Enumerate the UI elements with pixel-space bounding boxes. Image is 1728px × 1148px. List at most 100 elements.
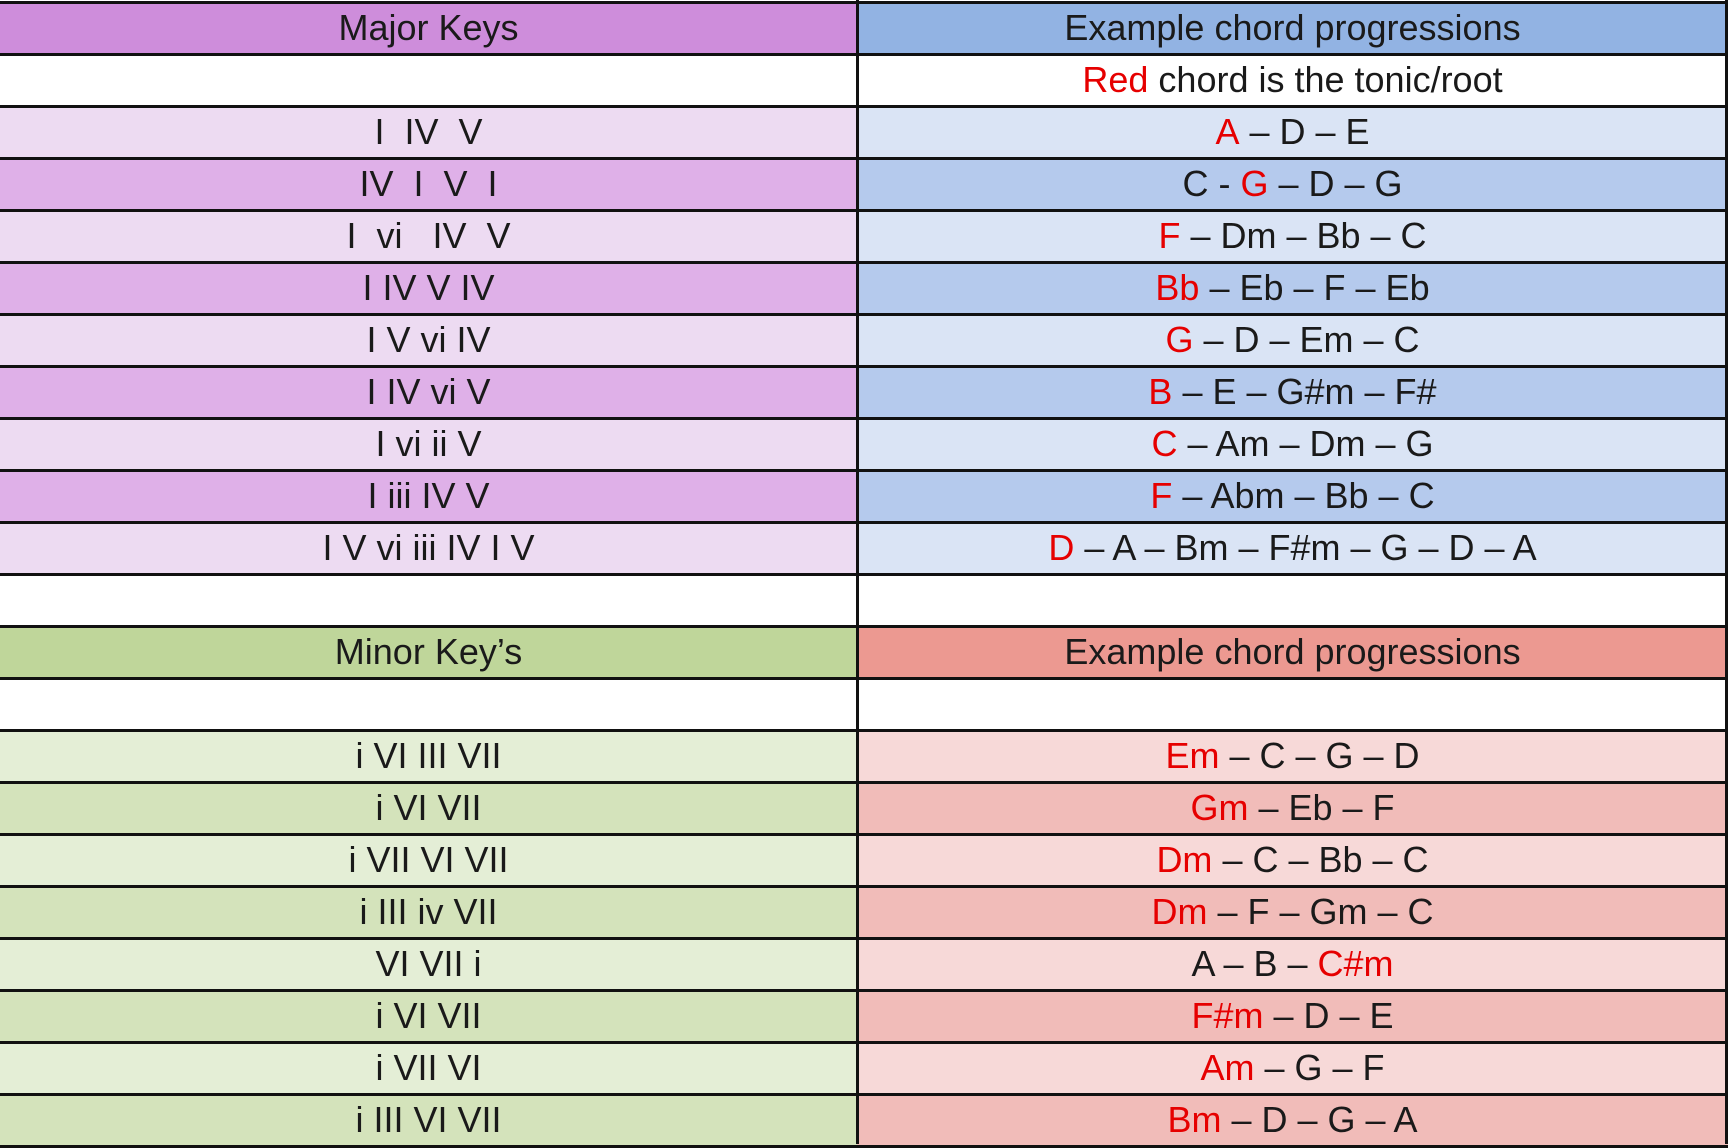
chord-text: – C – Bb – C (1212, 839, 1429, 880)
progression-cell: Gm – Eb – F (857, 782, 1728, 834)
tonic-chord: Em (1165, 735, 1220, 776)
chord-text: – A – Bm – F#m – G – D – A (1074, 527, 1537, 568)
tonic-chord: B (1148, 371, 1173, 412)
chord-text: Example chord progressions (1064, 7, 1521, 48)
numeral-cell: i III iv VII (0, 886, 857, 938)
progression-cell: Em – C – G – D (857, 730, 1728, 782)
progression-cell: F#m – D – E (857, 990, 1728, 1042)
grid-line-horizontal (0, 468, 1728, 472)
blank-row: Red chord is the tonic/root (0, 54, 1728, 106)
header-row: Major Keys Example chord progressions (0, 2, 1728, 54)
grid-line-horizontal (0, 1144, 1728, 1148)
table-row: i III iv VII Dm – F – Gm – C (0, 886, 1728, 938)
tonic-chord: Dm (1151, 891, 1208, 932)
chord-text: Example chord progressions (1064, 631, 1521, 672)
numeral-cell: I vi IV V (0, 210, 857, 262)
numeral-cell (0, 678, 857, 730)
blank-row (0, 574, 1728, 626)
table-row: i VII VI Am – G – F (0, 1042, 1728, 1094)
numeral-cell (0, 574, 857, 626)
numeral-cell (0, 54, 857, 106)
progression-cell: A – B – C#m (857, 938, 1728, 990)
grid-line-horizontal (0, 988, 1728, 992)
tonic-chord: C#m (1317, 943, 1394, 984)
table-row: i VII VI VII Dm – C – Bb – C (0, 834, 1728, 886)
grid-line-horizontal (0, 364, 1728, 368)
tonic-chord: Dm (1156, 839, 1213, 880)
numeral-cell: i VI VII (0, 990, 857, 1042)
tonic-chord: Red (1082, 59, 1149, 100)
progression-cell: Dm – C – Bb – C (857, 834, 1728, 886)
chord-text: – G – F (1254, 1047, 1385, 1088)
tonic-chord: F#m (1191, 995, 1264, 1036)
numeral-cell: I V vi iii IV I V (0, 522, 857, 574)
tonic-chord: G (1165, 319, 1194, 360)
chord-text: – D – Em – C (1193, 319, 1420, 360)
numeral-cell: I V vi IV (0, 314, 857, 366)
grid-line-horizontal (0, 780, 1728, 784)
grid-line-horizontal (0, 52, 1728, 56)
chord-text: – Abm – Bb – C (1172, 475, 1435, 516)
tonic-chord: Bb (1155, 267, 1200, 308)
chord-text: – D – E (1263, 995, 1394, 1036)
tonic-chord: Gm (1190, 787, 1249, 828)
numeral-cell: I vi ii V (0, 418, 857, 470)
progression-cell: B – E – G#m – F# (857, 366, 1728, 418)
table-row: i VI VII Gm – Eb – F (0, 782, 1728, 834)
chord-text: A – B – (1191, 943, 1318, 984)
grid-line-horizontal (0, 520, 1728, 524)
table-row: I vi IV V F – Dm – Bb – C (0, 210, 1728, 262)
numeral-cell: I IV V IV (0, 262, 857, 314)
chord-text: – D – G – A (1221, 1099, 1418, 1140)
chord-text: – D – E (1239, 111, 1370, 152)
grid-line-horizontal (0, 936, 1728, 940)
tonic-chord: G (1240, 163, 1269, 204)
chord-text: chord is the tonic/root (1148, 59, 1503, 100)
chord-text: – Am – Dm – G (1177, 423, 1434, 464)
tonic-chord: F (1150, 475, 1173, 516)
tonic-chord: A (1215, 111, 1240, 152)
progression-cell: Bm – D – G – A (857, 1094, 1728, 1146)
grid-line-horizontal (0, 832, 1728, 836)
tonic-chord: F (1158, 215, 1181, 256)
numeral-cell: i VI III VII (0, 730, 857, 782)
table-row: i VI VII F#m – D – E (0, 990, 1728, 1042)
chord-text: – C – G – D (1219, 735, 1420, 776)
progression-cell: C - G – D – G (857, 158, 1728, 210)
chord-text: – E – G#m – F# (1172, 371, 1437, 412)
grid-line-vertical (855, 0, 859, 1144)
grid-line-horizontal (0, 624, 1728, 628)
progression-cell: C – Am – Dm – G (857, 418, 1728, 470)
tonic-chord: Bm (1167, 1099, 1222, 1140)
numeral-cell: VI VII i (0, 938, 857, 990)
grid-line-horizontal (0, 416, 1728, 420)
grid-line-horizontal (0, 312, 1728, 316)
tonic-chord: D (1048, 527, 1075, 568)
table-row: I V vi IV G – D – Em – C (0, 314, 1728, 366)
numeral-cell: i VII VI (0, 1042, 857, 1094)
tonic-chord: Am (1200, 1047, 1255, 1088)
tonic-chord: C (1151, 423, 1178, 464)
grid-line-horizontal (0, 0, 1728, 4)
chord-text: – Dm – Bb – C (1180, 215, 1427, 256)
numeral-cell: I iii IV V (0, 470, 857, 522)
grid-line-horizontal (0, 208, 1728, 212)
key-column-header: Minor Key’s (0, 626, 857, 678)
chord-text: – D – G (1268, 163, 1403, 204)
grid-line-horizontal (0, 572, 1728, 576)
progression-cell: Red chord is the tonic/root (857, 54, 1728, 106)
progression-cell: G – D – Em – C (857, 314, 1728, 366)
table-row: i VI III VII Em – C – G – D (0, 730, 1728, 782)
progression-column-header: Example chord progressions (857, 626, 1728, 678)
table-row: I iii IV V F – Abm – Bb – C (0, 470, 1728, 522)
progression-cell: D – A – Bm – F#m – G – D – A (857, 522, 1728, 574)
grid-line-horizontal (0, 728, 1728, 732)
blank-row (0, 678, 1728, 730)
progression-cell: A – D – E (857, 106, 1728, 158)
header-row: Minor Key’s Example chord progressions (0, 626, 1728, 678)
